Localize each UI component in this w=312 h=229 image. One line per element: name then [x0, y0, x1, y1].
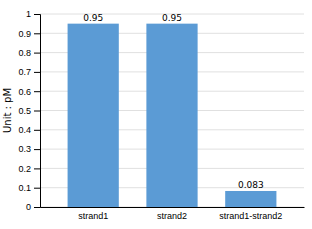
y-tick: 0.3 [18, 144, 40, 154]
x-axis: strand1 strand2 strand1-strand2 [41, 207, 305, 221]
x-tick-label: strand2 [157, 211, 187, 221]
y-axis-title: Unit : pM [2, 88, 13, 133]
y-tick: 0 [26, 202, 40, 212]
y-tick: 0.8 [18, 48, 40, 58]
y-tick-mark [34, 72, 40, 73]
y-tick-mark [34, 33, 40, 34]
data-label: 0.95 [162, 13, 182, 23]
y-tick-mark [34, 168, 40, 169]
x-tick: strand1-strand2 [219, 207, 282, 221]
chart-svg: 00.10.20.30.40.50.60.70.80.91strand1stra… [0, 0, 312, 229]
chart-container: 00.10.20.30.40.50.60.70.80.91strand1stra… [0, 0, 312, 229]
y-axis: 0 0.1 0.2 0.3 0.4 0.5 0.6 0.7 0.8 0.9 1 [18, 9, 40, 212]
y-tick: 0.9 [18, 29, 40, 39]
data-label: 0.083 [238, 180, 264, 190]
y-tick: 0.1 [18, 183, 40, 193]
y-tick-mark [34, 188, 40, 189]
y-tick: 0.4 [18, 125, 40, 135]
x-tick-label: strand1-strand2 [219, 211, 282, 221]
data-labels: 0.95 0.95 0.083 [83, 13, 264, 190]
x-axis-line [41, 207, 305, 208]
y-tick-label: 0.3 [18, 144, 31, 154]
y-axis-line [34, 15, 41, 208]
y-tick-label: 0.1 [18, 183, 31, 193]
y-tick-label: 0.6 [18, 87, 31, 97]
y-tick: 0.6 [18, 87, 40, 97]
y-tick: 0.7 [18, 67, 40, 77]
y-tick-label: 1 [26, 9, 31, 19]
y-tick-mark [34, 130, 40, 131]
y-tick-mark [34, 91, 40, 92]
y-tick-mark [34, 149, 40, 150]
y-tick-mark [34, 111, 40, 112]
x-tick: strand1 [78, 207, 108, 221]
y-tick: 0.5 [18, 106, 40, 116]
y-tick: 0.2 [18, 164, 40, 174]
y-tick-label: 0.7 [18, 67, 31, 77]
y-tick-mark [34, 207, 40, 208]
x-tick-label: strand1 [78, 211, 108, 221]
y-tick-label: 0.5 [18, 106, 31, 116]
bar [68, 24, 119, 207]
plot-area: 00.10.20.30.40.50.60.70.80.91strand1stra… [18, 9, 304, 221]
data-label: 0.95 [83, 13, 103, 23]
bar [146, 24, 197, 207]
y-tick-label: 0.4 [18, 125, 31, 135]
y-tick-mark [34, 14, 40, 15]
bars [68, 24, 277, 207]
y-tick-label: 0.9 [18, 29, 31, 39]
x-tick: strand2 [157, 207, 187, 221]
grid [40, 14, 304, 207]
y-tick-label: 0.2 [18, 164, 31, 174]
y-tick-label: 0.8 [18, 48, 31, 58]
y-tick-label: 0 [26, 202, 31, 212]
y-tick: 1 [26, 9, 40, 19]
bar [225, 191, 276, 207]
y-tick-mark [34, 53, 40, 54]
